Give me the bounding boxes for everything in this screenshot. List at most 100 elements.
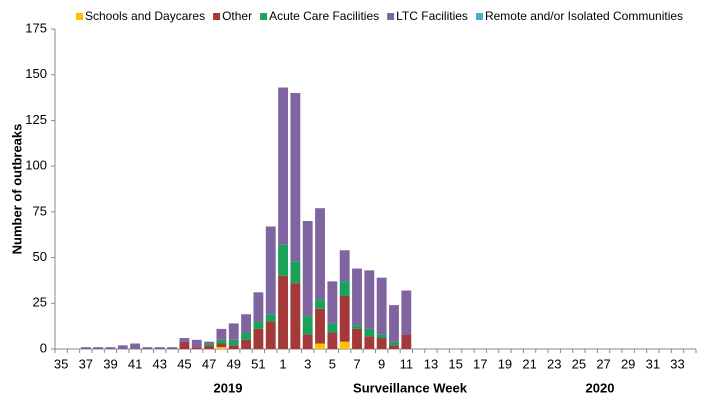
x-tick-label: 41 <box>128 356 142 371</box>
legend-label: LTC Facilities <box>396 9 468 23</box>
bar-segment <box>376 277 387 335</box>
y-tick-label: 75 <box>33 203 47 218</box>
x-tick-label: 35 <box>54 356 68 371</box>
year-label: 2019 <box>214 380 243 395</box>
bar-segment <box>241 314 251 333</box>
bar-segment <box>315 299 325 309</box>
bar-segment <box>364 336 375 349</box>
bar-segment <box>302 316 313 335</box>
bar-segment <box>154 347 165 349</box>
bar-segment <box>352 268 362 326</box>
bar-segment <box>339 250 350 282</box>
bar-segment <box>265 226 276 315</box>
bar-segment <box>216 328 227 340</box>
x-tick-label: 15 <box>448 356 462 371</box>
x-tick-label: 9 <box>378 356 385 371</box>
bar-segment <box>315 208 325 300</box>
bar-segment <box>339 295 350 342</box>
x-tick-label: 3 <box>304 356 311 371</box>
bar-segment <box>401 290 412 335</box>
bar-segment <box>278 275 288 349</box>
x-tick-label: 5 <box>329 356 336 371</box>
x-tick-label: 49 <box>227 356 241 371</box>
bar-segment <box>216 343 227 348</box>
x-tick-label: 29 <box>621 356 635 371</box>
bar-segment <box>302 334 313 349</box>
x-tick-label: 21 <box>522 356 536 371</box>
y-tick-label: 25 <box>33 295 47 310</box>
y-tick-label: 50 <box>33 249 47 264</box>
bar-segment <box>315 308 325 344</box>
bar-segment <box>327 332 338 349</box>
bar-segment <box>302 221 313 317</box>
legend-label: Schools and Daycares <box>85 9 205 23</box>
x-tick-label: 13 <box>424 356 438 371</box>
y-tick-label: 0 <box>40 340 47 355</box>
x-tick-label: 37 <box>79 356 93 371</box>
legend-label: Remote and/or Isolated Communities <box>485 9 683 23</box>
x-tick-label: 17 <box>473 356 487 371</box>
legend-swatch <box>387 13 395 20</box>
bar-segment <box>130 343 141 349</box>
x-tick-label: 51 <box>251 356 265 371</box>
bar-segment <box>265 314 276 322</box>
year-label: 2020 <box>586 380 615 395</box>
legend-label: Other <box>222 9 252 23</box>
bar-segment <box>191 347 202 349</box>
bar-segment <box>290 93 301 262</box>
bar-segment <box>253 328 264 349</box>
bar-segment <box>228 345 239 349</box>
bar-segment <box>191 339 202 348</box>
x-tick-label: 47 <box>202 356 216 371</box>
x-tick-label: 43 <box>153 356 167 371</box>
bar-segment <box>142 347 153 349</box>
bar-segment <box>389 341 399 346</box>
bar-segment <box>167 347 178 349</box>
bar-segment <box>241 339 251 349</box>
x-tick-label: 39 <box>103 356 117 371</box>
bar-segment <box>352 325 362 329</box>
bar-segment <box>93 347 104 349</box>
bar-segment <box>265 321 276 349</box>
bar-segment <box>241 332 251 340</box>
bar-segment <box>352 328 362 349</box>
y-tick-label: 175 <box>25 20 47 35</box>
bar-segment <box>389 345 399 349</box>
legend-label: Acute Care Facilities <box>269 9 379 23</box>
bar-segment <box>364 270 375 329</box>
bar-segment <box>253 292 264 322</box>
bar-segment <box>327 281 338 324</box>
bar-segment <box>204 341 215 344</box>
x-tick-label: 25 <box>572 356 586 371</box>
x-tick-label: 45 <box>177 356 191 371</box>
bar-segment <box>278 244 288 276</box>
bar-segment <box>228 323 239 340</box>
legend-swatch <box>260 13 268 20</box>
x-tick-label: 19 <box>498 356 512 371</box>
bar-segment <box>253 321 264 329</box>
bar-segment <box>327 323 338 333</box>
legend-swatch <box>213 13 221 20</box>
x-tick-label: 7 <box>353 356 360 371</box>
x-axis-label: Surveillance Week <box>353 380 468 395</box>
bar-segment <box>389 305 399 342</box>
bar-segment <box>339 341 350 349</box>
x-tick-label: 23 <box>547 356 561 371</box>
y-tick-label: 150 <box>25 66 47 81</box>
bar-segment <box>278 87 288 245</box>
bar-segment <box>376 338 387 349</box>
legend-swatch <box>475 13 483 20</box>
y-tick-label: 125 <box>25 112 47 127</box>
bar-segment <box>401 334 412 349</box>
bar-segment <box>179 338 190 342</box>
bar-segment <box>117 345 128 349</box>
x-tick-label: 31 <box>646 356 660 371</box>
legend-swatch <box>76 13 83 20</box>
bar-segment <box>376 334 387 339</box>
bar-segment <box>315 343 325 349</box>
bar-segment <box>204 343 215 346</box>
bar-segment <box>339 281 350 296</box>
x-tick-label: 33 <box>670 356 684 371</box>
y-axis-label: Number of outbreaks <box>9 124 24 255</box>
